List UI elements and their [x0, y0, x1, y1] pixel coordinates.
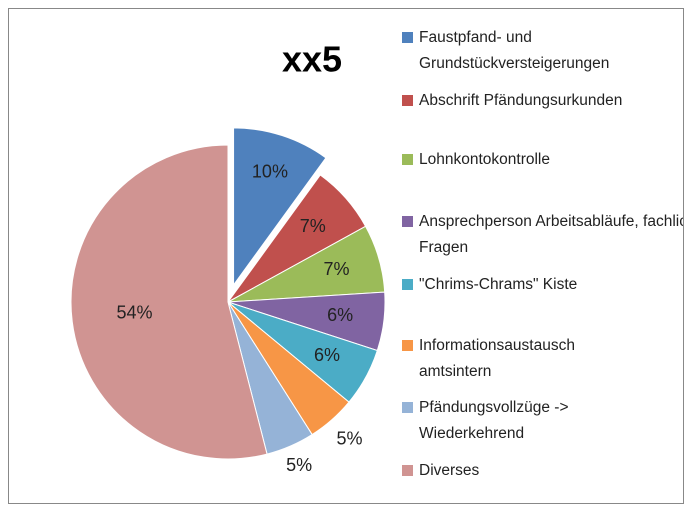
chart-title: xx5 [282, 39, 342, 80]
legend-swatch [402, 465, 413, 476]
legend-label: Lohnkontokontrolle [419, 151, 550, 168]
legend-swatch [402, 279, 413, 290]
legend-swatch [402, 95, 413, 106]
legend-label: Pfändungsvollzüge -> Wiederkehrend [419, 399, 569, 442]
legend-label: Diverses [419, 462, 480, 479]
data-label: 5% [286, 455, 312, 475]
legend-label: Informationsaustausch amtsintern [419, 337, 575, 380]
legend-swatch [402, 154, 413, 165]
legend-swatch [402, 402, 413, 413]
legend-swatch [402, 340, 413, 351]
legend-swatch [402, 216, 413, 227]
legend-label: Ansprechperson Arbeitsabläufe, fachliche… [419, 213, 683, 256]
pie-slice [70, 144, 268, 460]
data-label: 6% [314, 345, 340, 365]
legend-label: Faustpfand- und Grundstückversteigerunge… [419, 29, 610, 72]
data-label: 7% [324, 259, 350, 279]
data-label: 54% [117, 303, 153, 323]
data-label: 7% [300, 216, 326, 236]
data-label: 6% [327, 305, 353, 325]
legend-swatch [402, 32, 413, 43]
legend-label: Abschrift Pfändungsurkunden [419, 92, 623, 109]
data-label: 5% [336, 429, 362, 449]
pie-slice [233, 127, 327, 287]
legend-label: "Chrims-Chrams" Kiste [419, 276, 578, 293]
data-label: 10% [252, 162, 288, 182]
